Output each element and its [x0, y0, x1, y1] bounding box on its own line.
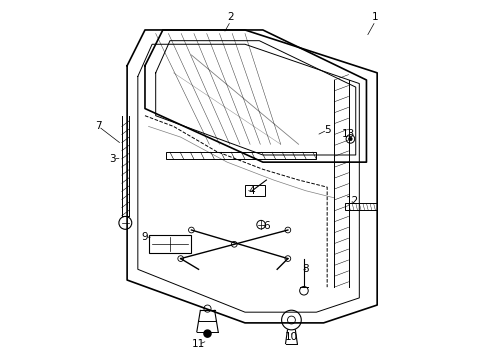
Text: 11: 11 [192, 339, 205, 349]
Circle shape [204, 330, 211, 337]
Text: 12: 12 [345, 197, 359, 206]
Text: 6: 6 [263, 221, 270, 231]
Circle shape [348, 137, 352, 141]
Text: 4: 4 [249, 186, 255, 196]
Text: 7: 7 [95, 121, 102, 131]
Text: 5: 5 [324, 125, 330, 135]
Text: 9: 9 [142, 232, 148, 242]
Text: 3: 3 [110, 154, 116, 163]
Text: 10: 10 [285, 332, 298, 342]
Text: 2: 2 [227, 13, 234, 22]
Text: 8: 8 [302, 264, 309, 274]
Text: 1: 1 [372, 13, 379, 22]
Text: 13: 13 [342, 129, 355, 139]
